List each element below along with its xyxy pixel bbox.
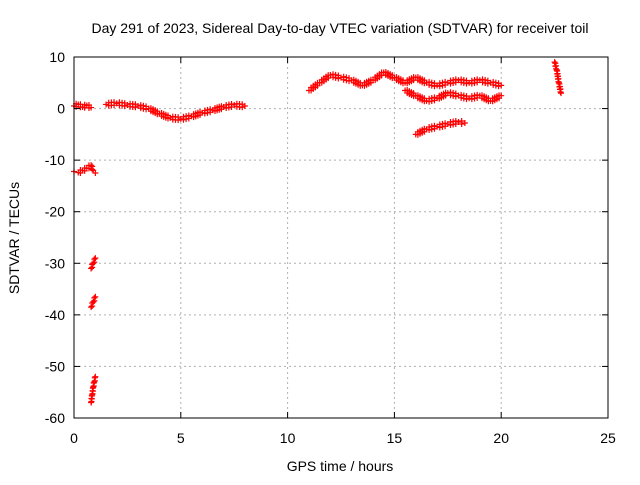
axis-ticks: 0 5 10 15 20 25 10 0 -10 -20 -30 -40 -50 -60 (45, 49, 616, 446)
data-points (71, 59, 565, 406)
data-point (471, 79, 478, 86)
data-point (447, 80, 454, 87)
x-axis-label: GPS time / hours (287, 458, 394, 474)
data-point (458, 120, 465, 127)
y-tick-label: -30 (45, 255, 65, 271)
data-point (183, 116, 190, 123)
data-point (495, 83, 502, 90)
data-point (558, 90, 565, 97)
data-point (92, 255, 99, 262)
data-point (314, 82, 321, 89)
y-axis-label: SDTVAR / TECUs (6, 182, 22, 294)
y-tick-label: 0 (57, 101, 65, 117)
y-tick-label: -10 (45, 152, 65, 168)
data-point (88, 162, 95, 169)
x-tick-label: 0 (70, 430, 78, 446)
data-point (484, 80, 491, 87)
data-point (180, 116, 187, 123)
data-point (92, 293, 99, 300)
data-point (241, 102, 248, 109)
data-point (92, 373, 99, 380)
data-point (175, 117, 182, 124)
data-point (439, 82, 446, 89)
data-point (89, 166, 96, 173)
data-point (436, 124, 443, 131)
data-point (452, 93, 459, 100)
data-point (201, 110, 208, 117)
data-point (461, 120, 468, 127)
data-point (428, 98, 435, 105)
data-point (431, 83, 438, 90)
data-point (143, 106, 150, 113)
data-point (90, 260, 97, 267)
data-point (92, 170, 99, 177)
data-point (325, 75, 332, 82)
plot-frame (73, 56, 609, 419)
y-tick-label: -60 (45, 410, 65, 426)
data-point (346, 78, 353, 85)
y-tick-label: -50 (45, 358, 65, 374)
chart-title: Day 291 of 2023, Sidereal Day-to-day VTE… (92, 20, 589, 36)
x-tick-label: 10 (280, 430, 296, 446)
data-point (91, 297, 98, 304)
data-point (471, 95, 478, 102)
x-tick-label: 15 (387, 430, 403, 446)
data-point (335, 75, 342, 82)
data-point (426, 98, 433, 105)
data-point (551, 59, 558, 66)
data-point (463, 80, 470, 87)
data-point (89, 264, 96, 271)
grid (74, 57, 608, 418)
data-point (91, 259, 98, 266)
data-point (468, 80, 475, 87)
data-point (439, 123, 446, 130)
data-point (88, 265, 95, 272)
data-point (88, 104, 95, 111)
data-point (455, 118, 462, 125)
x-tick-label: 25 (600, 430, 616, 446)
y-tick-label: -20 (45, 204, 65, 220)
data-point (428, 126, 435, 133)
data-point (88, 304, 95, 311)
y-tick-label: -40 (45, 307, 65, 323)
data-point (121, 103, 128, 110)
data-point (468, 96, 475, 103)
data-point (89, 303, 96, 310)
y-tick-label: 10 (49, 49, 65, 65)
data-point (436, 83, 443, 90)
data-point (498, 82, 505, 89)
x-tick-label: 20 (493, 430, 509, 446)
data-point (85, 165, 92, 172)
data-point (426, 127, 433, 134)
x-tick-label: 5 (177, 430, 185, 446)
data-point (132, 104, 139, 111)
data-point (204, 109, 211, 116)
data-point (498, 92, 505, 99)
data-point (90, 298, 97, 305)
data-point (450, 79, 457, 86)
data-point (239, 104, 246, 111)
data-point (463, 96, 470, 103)
